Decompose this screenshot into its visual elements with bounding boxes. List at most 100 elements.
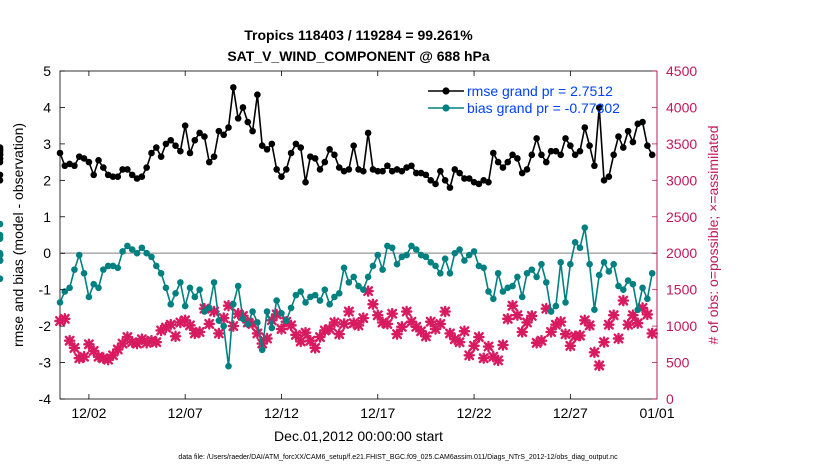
obs-count-point	[193, 326, 206, 338]
rmse-point	[475, 180, 483, 188]
rmse-point	[128, 171, 136, 179]
bias-point	[321, 286, 329, 293]
bias-point	[591, 306, 598, 314]
bias-point	[326, 300, 333, 308]
obs-count-point	[367, 298, 379, 311]
bias-point	[465, 251, 473, 259]
obs-count-point	[521, 316, 533, 329]
assimilated-obs-series	[55, 285, 658, 372]
bias-point	[152, 262, 160, 270]
bias-point	[71, 266, 78, 273]
rmse-point	[547, 147, 555, 155]
bias-point	[148, 253, 155, 261]
bias-point	[302, 299, 309, 306]
rmse-point	[412, 169, 420, 177]
obs-count-point	[347, 317, 360, 329]
rmse-point	[644, 142, 651, 150]
rmse-point	[268, 140, 276, 148]
rmse-point	[538, 151, 545, 159]
bias-point	[278, 310, 285, 317]
x-tick-label: 12/27	[553, 405, 588, 421]
obs-count-point	[290, 329, 302, 341]
rmse-point	[408, 162, 415, 170]
obs-count-point	[362, 285, 374, 297]
obs-count-point	[453, 336, 466, 348]
rmse-point	[56, 149, 64, 157]
rmse-point	[384, 162, 391, 170]
y-left-tick-label: -3	[39, 355, 52, 371]
bias-point	[494, 269, 502, 277]
bias-point	[350, 273, 357, 281]
bias-point	[509, 282, 516, 290]
bias-point	[215, 317, 223, 324]
bias-point	[427, 259, 435, 266]
bias-point	[133, 249, 141, 257]
rmse-point	[302, 178, 309, 186]
obs-count-point	[266, 314, 278, 327]
obs-count-point	[97, 352, 110, 364]
bias-point	[230, 300, 237, 308]
bias-point	[610, 260, 617, 268]
obs-count-point	[63, 334, 76, 347]
legend-rmse-marker	[442, 87, 450, 95]
obs-count-point	[646, 327, 658, 340]
rmse-point	[205, 158, 213, 166]
bias-point	[66, 284, 73, 292]
rmse-point	[297, 144, 305, 151]
bias-point	[422, 253, 430, 261]
y-left-tick-label: 3	[43, 136, 51, 152]
y-left-tick-label: -4	[39, 391, 52, 407]
bias-point	[388, 244, 396, 252]
obs-count-point	[468, 339, 480, 352]
obs-count-point	[87, 345, 100, 357]
rmse-point	[350, 142, 357, 150]
rmse-point	[571, 151, 579, 159]
obs-count-point	[78, 350, 90, 363]
rmse-point	[95, 156, 102, 164]
rmse-point	[648, 151, 656, 159]
rmse-point	[610, 151, 617, 159]
obs-count-point	[107, 349, 119, 362]
bias-point	[542, 279, 550, 286]
bias-point	[557, 259, 565, 266]
obs-count-point	[217, 312, 230, 324]
rmse-point	[316, 166, 324, 173]
obs-count-point	[559, 328, 572, 340]
bias-point	[364, 273, 372, 281]
rmse-point	[0, 171, 4, 179]
obs-count-point	[477, 352, 490, 364]
obs-count-point	[400, 305, 413, 318]
rmse-point	[456, 169, 463, 177]
bias-series	[0, 220, 656, 370]
x-tick-label: 01/01	[639, 405, 674, 421]
rmse-series	[0, 84, 656, 191]
rmse-point	[562, 135, 569, 142]
legend-rmse-label: rmse grand pr = 2.7512	[467, 83, 613, 99]
obs-count-point	[386, 307, 399, 320]
obs-count-point	[381, 318, 394, 330]
obs-count-point	[578, 314, 591, 327]
rmse-point	[287, 149, 295, 157]
bias-point	[518, 293, 526, 301]
bias-point	[547, 308, 555, 315]
obs-count-point	[391, 328, 403, 340]
bias-point	[0, 220, 4, 228]
rmse-point	[374, 167, 382, 175]
bias-point	[437, 269, 444, 277]
obs-count-point	[497, 339, 509, 351]
legend-item-bias: bias grand pr = -0.77302	[428, 100, 620, 116]
obs-count-point	[352, 319, 365, 332]
obs-count-point	[73, 352, 86, 364]
obs-count-point	[636, 302, 649, 314]
bias-point	[480, 264, 487, 272]
y-left-tick-label: 1	[43, 209, 51, 225]
rmse-point	[311, 155, 319, 162]
obs-count-point	[593, 359, 606, 372]
obs-count-point	[59, 313, 71, 325]
obs-count-point	[299, 326, 312, 339]
rmse-point	[177, 147, 184, 155]
bias-point	[85, 293, 93, 301]
x-tick-label: 12/02	[71, 405, 106, 421]
y-left-tick-label: 4	[43, 99, 51, 115]
